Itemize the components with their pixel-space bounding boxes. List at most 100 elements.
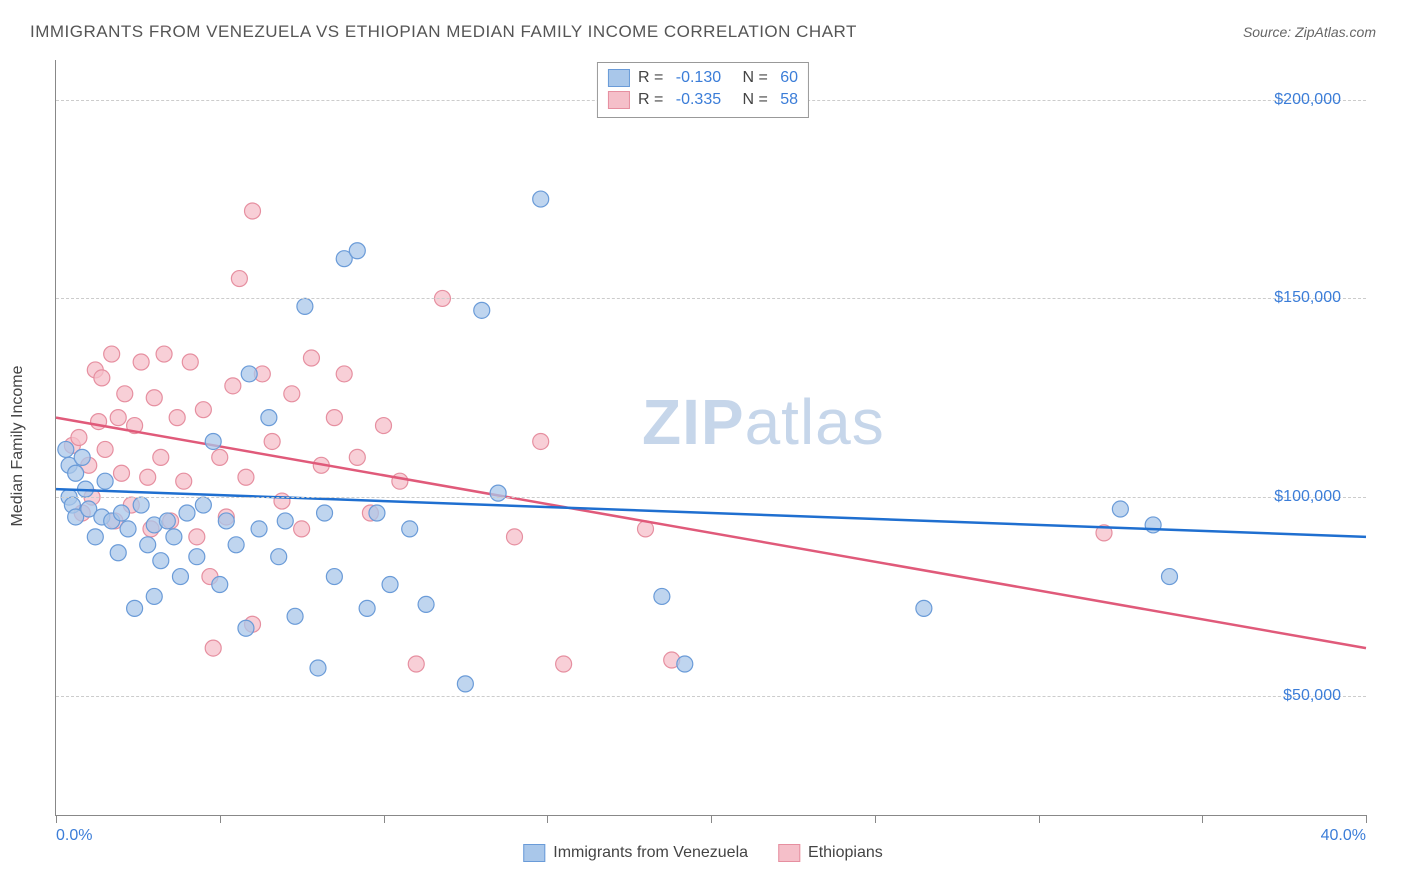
- venezuela-point: [58, 441, 74, 457]
- venezuela-point: [159, 513, 175, 529]
- ethiopians-point: [284, 386, 300, 402]
- r-value: -0.130: [671, 69, 721, 87]
- venezuela-point: [127, 600, 143, 616]
- y-axis-title: Median Family Income: [9, 366, 27, 527]
- source-attribution: Source: ZipAtlas.com: [1243, 24, 1376, 40]
- n-value: 58: [776, 91, 798, 109]
- ethiopians-point: [176, 473, 192, 489]
- venezuela-point: [359, 600, 375, 616]
- ethiopians-point: [408, 656, 424, 672]
- venezuela-point: [120, 521, 136, 537]
- venezuela-point: [261, 410, 277, 426]
- ethiopians-point: [205, 640, 221, 656]
- legend-stat-row: R = -0.335 N = 58: [608, 89, 798, 111]
- ethiopians-point: [182, 354, 198, 370]
- venezuela-point: [418, 596, 434, 612]
- ethiopians-point: [189, 529, 205, 545]
- ethiopians-point: [238, 469, 254, 485]
- ethiopians-point: [556, 656, 572, 672]
- ethiopians-point: [153, 449, 169, 465]
- venezuela-point: [310, 660, 326, 676]
- ethiopians-point: [533, 433, 549, 449]
- venezuela-point: [402, 521, 418, 537]
- venezuela-point: [218, 513, 234, 529]
- venezuela-point: [317, 505, 333, 521]
- venezuela-point: [1112, 501, 1128, 517]
- ethiopians-point: [114, 465, 130, 481]
- ethiopians-point: [349, 449, 365, 465]
- venezuela-point: [297, 298, 313, 314]
- venezuela-point: [140, 537, 156, 553]
- venezuela-point: [326, 569, 342, 585]
- ethiopians-point: [245, 203, 261, 219]
- ethiopians-point: [231, 271, 247, 287]
- venezuela-point: [166, 529, 182, 545]
- y-tick-label: $50,000: [1283, 687, 1341, 705]
- x-tick-mark: [547, 815, 548, 823]
- venezuela-point: [277, 513, 293, 529]
- x-tick-mark: [711, 815, 712, 823]
- ethiopians-point: [507, 529, 523, 545]
- ethiopians-point: [156, 346, 172, 362]
- legend-item: Immigrants from Venezuela: [523, 844, 748, 862]
- venezuela-point: [189, 549, 205, 565]
- venezuela-point: [195, 497, 211, 513]
- ethiopians-point: [225, 378, 241, 394]
- legend-item: Ethiopians: [778, 844, 883, 862]
- legend-swatch: [523, 844, 545, 862]
- ethiopians-point: [376, 418, 392, 434]
- venezuela-point: [677, 656, 693, 672]
- venezuela-point: [87, 529, 103, 545]
- gridline-horizontal: [56, 696, 1366, 697]
- venezuela-point: [287, 608, 303, 624]
- legend-swatch: [778, 844, 800, 862]
- scatter-svg: [56, 60, 1366, 815]
- venezuela-point: [146, 588, 162, 604]
- y-tick-label: $200,000: [1274, 91, 1341, 109]
- legend-label: Immigrants from Venezuela: [553, 844, 748, 862]
- venezuela-point: [457, 676, 473, 692]
- venezuela-point: [110, 545, 126, 561]
- legend-swatch: [608, 69, 630, 87]
- venezuela-point: [533, 191, 549, 207]
- x-tick-mark: [1202, 815, 1203, 823]
- ethiopians-point: [274, 493, 290, 509]
- ethiopians-point: [110, 410, 126, 426]
- venezuela-point: [205, 433, 221, 449]
- ethiopians-point: [97, 441, 113, 457]
- x-tick-mark: [875, 815, 876, 823]
- y-tick-label: $150,000: [1274, 289, 1341, 307]
- legend-stat-row: R = -0.130 N = 60: [608, 67, 798, 89]
- venezuela-point: [212, 577, 228, 593]
- ethiopians-point: [169, 410, 185, 426]
- ethiopians-point: [326, 410, 342, 426]
- x-tick-mark: [1366, 815, 1367, 823]
- venezuela-point: [474, 302, 490, 318]
- ethiopians-point: [140, 469, 156, 485]
- venezuela-point: [238, 620, 254, 636]
- venezuela-point: [114, 505, 130, 521]
- gridline-horizontal: [56, 298, 1366, 299]
- venezuela-point: [228, 537, 244, 553]
- ethiopians-point: [146, 390, 162, 406]
- x-tick-mark: [1039, 815, 1040, 823]
- ethiopians-point: [336, 366, 352, 382]
- venezuela-point: [133, 497, 149, 513]
- ethiopians-point: [294, 521, 310, 537]
- venezuela-point: [1162, 569, 1178, 585]
- y-tick-label: $100,000: [1274, 488, 1341, 506]
- ethiopians-point: [264, 433, 280, 449]
- ethiopians-point: [117, 386, 133, 402]
- r-label: R =: [638, 91, 663, 109]
- chart-plot-area: ZIPatlas 0.0% 40.0% $50,000$100,000$150,…: [55, 60, 1366, 816]
- legend-swatch: [608, 91, 630, 109]
- venezuela-point: [241, 366, 257, 382]
- venezuela-point: [271, 549, 287, 565]
- x-axis-max-label: 40.0%: [1321, 827, 1366, 845]
- venezuela-point: [916, 600, 932, 616]
- venezuela-point: [382, 577, 398, 593]
- venezuela-point: [74, 449, 90, 465]
- ethiopians-point: [71, 430, 87, 446]
- gridline-horizontal: [56, 497, 1366, 498]
- r-label: R =: [638, 69, 663, 87]
